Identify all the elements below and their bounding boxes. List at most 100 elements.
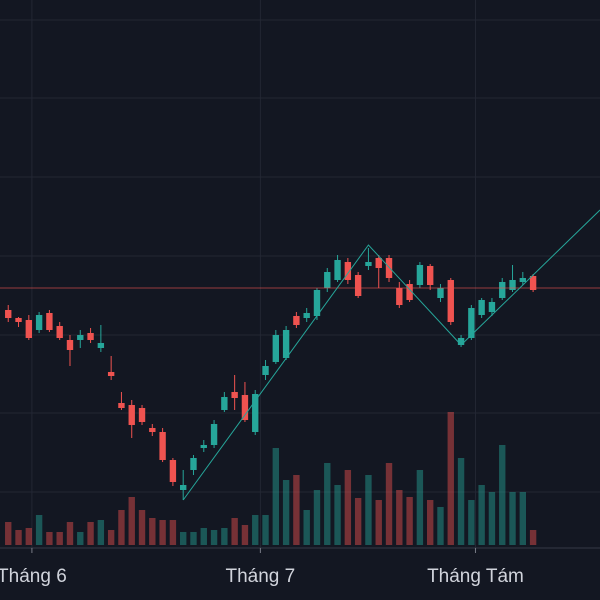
volume-bar: [77, 532, 84, 545]
time-axis: Tháng 6 Tháng 7 Tháng Tám: [0, 547, 600, 587]
volume-bar: [354, 498, 362, 545]
candle-body: [35, 315, 43, 330]
volume-bar: [97, 520, 105, 545]
volume-bar: [282, 480, 290, 545]
x-tick-label: Tháng Tám: [427, 566, 524, 587]
volume-bar: [303, 510, 310, 545]
volume-bar: [169, 520, 177, 545]
candle-body: [375, 258, 382, 268]
volume-bar: [375, 500, 382, 545]
candle-body: [180, 485, 187, 490]
candle-body: [344, 262, 352, 280]
volume-bar: [180, 532, 187, 545]
volume-bar: [426, 500, 434, 545]
volume-bar: [262, 515, 269, 545]
candle-body: [169, 460, 177, 482]
candle-body: [426, 266, 434, 285]
candle-body: [25, 320, 33, 338]
volume-bar: [406, 497, 413, 545]
candle-body: [272, 335, 280, 362]
candle-body: [87, 333, 94, 340]
candle-body: [200, 445, 207, 448]
volume-bar: [499, 445, 506, 545]
candle-body: [241, 395, 249, 420]
candle-body: [313, 290, 321, 316]
candle-body: [97, 343, 105, 348]
volume-bar: [200, 528, 207, 545]
volume-bar: [478, 485, 485, 545]
volume-bar: [56, 532, 63, 545]
volume-bar: [468, 500, 475, 545]
volume-bar: [15, 530, 22, 545]
volume-bar: [107, 530, 115, 545]
volume-bar: [35, 515, 43, 545]
candle-body: [365, 262, 372, 266]
volume-bar: [241, 525, 249, 545]
candle-body: [252, 394, 259, 432]
candle-body: [15, 318, 22, 322]
candle-body: [159, 432, 166, 460]
candle-body: [354, 275, 362, 296]
volume-bar: [87, 522, 94, 545]
candle-body: [107, 372, 115, 376]
volume-bar: [159, 520, 166, 545]
volume-bar: [509, 492, 516, 545]
volume-bar: [252, 515, 259, 545]
candle-body: [138, 408, 146, 422]
candle-body: [66, 340, 74, 350]
volume-bar: [457, 458, 465, 545]
candle-body: [478, 300, 485, 315]
volume-bar: [396, 490, 403, 545]
volume-bar: [46, 532, 53, 545]
candle-body: [324, 272, 331, 288]
volume-bar: [529, 530, 537, 545]
volume-bar: [293, 475, 300, 545]
candle-body: [519, 278, 527, 282]
volume-bar: [272, 448, 280, 545]
zigzag-line: [182, 209, 600, 501]
volume-bar: [344, 470, 352, 545]
candle-body: [262, 366, 269, 375]
candle-body: [231, 392, 238, 398]
volume-bar: [416, 470, 424, 545]
candle-body: [457, 338, 465, 345]
volume-bar: [334, 485, 341, 545]
volume-bar: [488, 492, 496, 545]
candle-body: [499, 282, 506, 298]
candle-body: [210, 424, 218, 445]
candle-body: [509, 280, 516, 290]
volume-bar: [25, 528, 33, 545]
candle-body: [303, 313, 310, 318]
candle-body: [56, 326, 63, 338]
volume-bar: [118, 510, 125, 545]
candle-body: [190, 458, 197, 470]
volume-bar: [138, 510, 146, 545]
candle-body: [447, 280, 454, 322]
volume-bar: [324, 463, 331, 545]
grid: [0, 0, 600, 548]
volume-bar: [313, 490, 321, 545]
volume-bar: [66, 522, 74, 545]
volume-pane: [5, 412, 537, 545]
candle-body: [118, 403, 125, 408]
volume-bar: [365, 475, 372, 545]
candle-body: [46, 313, 53, 330]
volume-bar: [221, 528, 228, 545]
candle-body: [128, 405, 135, 425]
volume-bar: [5, 522, 12, 545]
candle-body: [293, 316, 300, 325]
volume-bar: [385, 463, 393, 545]
candle-body: [396, 288, 403, 305]
candle-body: [437, 288, 444, 298]
candle-body: [529, 276, 537, 290]
candle-body: [221, 397, 228, 410]
volume-bar: [231, 518, 238, 545]
volume-bar: [128, 497, 135, 545]
candle-body: [385, 258, 393, 278]
candle-body: [488, 302, 496, 312]
candle-body: [416, 265, 424, 285]
x-tick-label: Tháng 6: [0, 566, 67, 587]
volume-bar: [210, 530, 218, 545]
candle-body: [406, 284, 413, 300]
